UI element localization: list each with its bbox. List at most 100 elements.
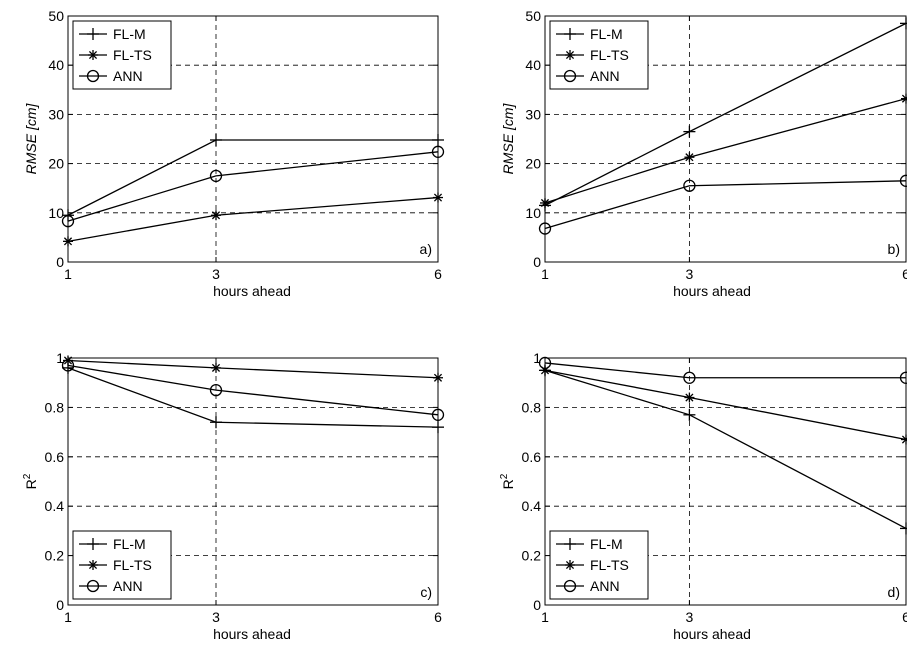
panel-3-legend: FL-M FL-TS ANN [549, 530, 649, 600]
panel-3-legend-label-2: ANN [590, 578, 620, 594]
panel-0-series-1-point-legend [88, 50, 98, 60]
panel-3-series-2-point-1 [683, 371, 696, 384]
panel-2-series-0-point-2 [432, 421, 444, 434]
panel-0-series-1-point-0 [63, 236, 73, 247]
panel-3-ytick-label-3: 0.6 [522, 449, 542, 465]
panel-0-xlabel: hours ahead [213, 283, 291, 299]
panel-1-series-0-point-legend [564, 28, 576, 40]
panel-2-ytick-label-2: 0.4 [45, 498, 65, 514]
panel-1-series-2-line [544, 180, 907, 230]
panel-1-series-2-point-2 [899, 174, 907, 187]
panel-3-series-2-line [544, 362, 906, 379]
panel-3-ytick-label-4: 0.8 [522, 399, 542, 415]
panel-0-legend-label-0: FL-M [113, 26, 146, 42]
panel-0-series-1-point-2 [433, 192, 443, 203]
panel-2-legend: FL-M FL-TS ANN [72, 530, 172, 600]
panel-2-series-2-point-1 [209, 383, 223, 397]
panel-3-series-1-point-1 [684, 392, 695, 403]
panel-1-series-0-point-2 [900, 17, 907, 30]
panel-1-series-1-point-0 [540, 197, 550, 208]
panel-3-series-0-point-1 [683, 408, 696, 421]
panel-3-ytick-label-2: 0.4 [522, 498, 542, 514]
panel-1-series-1-point-legend [565, 50, 575, 60]
panel-2-ytick-label-1: 0.2 [45, 548, 65, 564]
panel-3-series-2-point-legend [563, 579, 577, 593]
panel-2-ytick-label-3: 0.6 [45, 449, 65, 465]
panel-1-legend: FL-M FL-TS ANN [549, 20, 649, 90]
panel-3-series-0-point-legend [564, 538, 576, 550]
panel-1-xtick-label-0: 1 [541, 266, 549, 282]
panel-0-legend-label-2: ANN [113, 68, 143, 84]
panel-0-ytick-label-1: 10 [48, 205, 64, 221]
panel-2-xlabel: hours ahead [213, 626, 291, 642]
panel-3-xtick-label-0: 1 [541, 609, 549, 625]
panel-3-ytick-label-0: 0 [533, 597, 541, 613]
panel-0-ytick-label-4: 40 [48, 57, 64, 73]
panel-1-series-0-point-1 [683, 125, 696, 138]
panel-3-ytick-label-5: 1 [533, 350, 541, 366]
panel-0-series-0-point-1 [210, 133, 222, 146]
panel-3-series-2-point-2 [899, 371, 907, 384]
panel-1-series-1-point-1 [684, 152, 695, 163]
panel-2-ytick-label-4: 0.8 [45, 399, 65, 415]
panel-2-ytick-label-0: 0 [56, 597, 64, 613]
panel-2-series-1-point-legend [88, 560, 98, 570]
panel-0-series-1-point-1 [211, 210, 221, 221]
panel-1-ytick-label-1: 10 [525, 205, 541, 221]
panel-2-ylabel: R2 [22, 473, 39, 489]
panel-2-series-2-point-legend [86, 579, 100, 593]
panel-1-xtick-label-2: 6 [902, 266, 907, 282]
panel-1-ytick-label-3: 30 [525, 106, 541, 122]
panel-1-xtick-label-1: 3 [686, 266, 694, 282]
panel-2-xtick-label-2: 6 [434, 609, 442, 625]
panel-0-series-2-point-2 [431, 145, 445, 158]
panel-2-xtick-label-0: 1 [64, 609, 72, 625]
panel-3-legend-label-0: FL-M [590, 536, 623, 552]
panel-1-series-2-point-legend [563, 69, 577, 83]
panel-0-legend-label-1: FL-TS [113, 47, 152, 63]
panel-2-legend-box [72, 530, 172, 600]
panel-1-series-2-point-1 [683, 179, 696, 192]
panel-3-xlabel: hours ahead [673, 626, 751, 642]
panel-2-series-2-point-2 [431, 408, 445, 421]
panel-3: 0 0.2 0.4 0.6 0.8 1 1 3 6 hours ahead R2 d) FL-M FL-T… [499, 350, 907, 642]
panel-2-series-1-point-2 [433, 372, 443, 383]
panel-2-series-0-point-1 [210, 416, 222, 429]
panel-0-series-0-point-2 [432, 133, 444, 146]
panel-2-panel-label: c) [420, 584, 432, 600]
panel-3-xtick-label-2: 6 [902, 609, 907, 625]
panel-3-series-0-point-2 [900, 522, 907, 535]
panel-2-series-2-line [67, 364, 439, 416]
panel-1-legend-label-2: ANN [590, 68, 620, 84]
panel-0-xtick-label-1: 3 [212, 266, 220, 282]
panel-1-xlabel: hours ahead [673, 283, 751, 299]
panel-3-ylabel-sup: 2 [499, 473, 510, 479]
panel-1-ytick-label-0: 0 [533, 254, 541, 270]
panel-2-series-1-point-1 [211, 362, 221, 373]
panel-1-series-1-point-2 [901, 93, 907, 104]
panel-0-series-2-point-legend [86, 69, 100, 83]
panel-0: 0 10 20 30 40 50 1 3 6 hours ahead RMSE [cm] a) FL-M… [23, 8, 445, 299]
panel-3-panel-label: d) [888, 584, 900, 600]
panel-3-series-2-point-0 [538, 356, 552, 370]
panel-0-ylabel: RMSE [cm] [23, 103, 39, 175]
panel-0-legend: FL-M FL-TS ANN [72, 20, 172, 90]
panel-0-series-2-line [67, 151, 439, 222]
panel-0-panel-label: a) [420, 241, 432, 257]
panel-2-series-0-point-legend [87, 538, 99, 550]
panel-3-ylabel: R2 [499, 473, 516, 489]
panel-3-ytick-label-1: 0.2 [522, 548, 542, 564]
panel-0-ytick-label-2: 20 [48, 156, 64, 172]
panel-1-ytick-label-4: 40 [525, 57, 541, 73]
panel-2-series-2-point-0 [61, 359, 75, 372]
panel-1-panel-label: b) [888, 241, 900, 257]
panel-1-legend-label-1: FL-TS [590, 47, 629, 63]
panel-3-xtick-label-1: 3 [686, 609, 694, 625]
panel-1-series-2-point-0 [538, 222, 552, 235]
panel-0-ytick-label-5: 50 [48, 8, 64, 24]
panel-1-ytick-label-2: 20 [525, 156, 541, 172]
panel-3-legend-label-1: FL-TS [590, 557, 629, 573]
panel-1-ylabel: RMSE [cm] [500, 103, 516, 175]
panel-1: 0 10 20 30 40 50 1 3 6 hours ahead RMSE [cm] b) FL-M… [500, 8, 907, 299]
